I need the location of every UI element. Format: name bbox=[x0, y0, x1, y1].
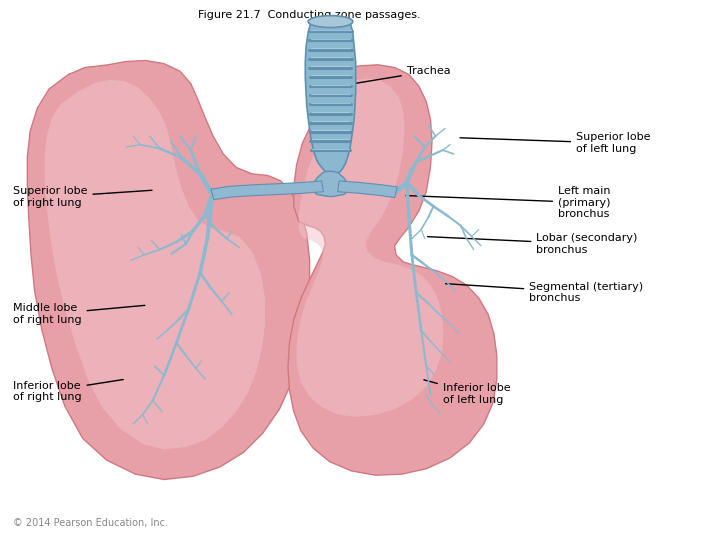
Text: Superior lobe
of right lung: Superior lobe of right lung bbox=[13, 186, 152, 208]
Polygon shape bbox=[312, 171, 348, 197]
Text: Trachea: Trachea bbox=[323, 66, 451, 89]
Polygon shape bbox=[297, 78, 444, 417]
Polygon shape bbox=[305, 22, 356, 175]
Text: Lobar (secondary)
bronchus: Lobar (secondary) bronchus bbox=[428, 233, 638, 255]
Polygon shape bbox=[45, 80, 265, 449]
Text: Figure 21.7  Conducting zone passages.: Figure 21.7 Conducting zone passages. bbox=[198, 10, 421, 20]
Text: Middle lobe
of right lung: Middle lobe of right lung bbox=[13, 303, 145, 325]
Ellipse shape bbox=[308, 16, 353, 28]
Text: © 2014 Pearson Education, Inc.: © 2014 Pearson Education, Inc. bbox=[13, 518, 168, 528]
Text: Inferior lobe
of right lung: Inferior lobe of right lung bbox=[13, 380, 123, 402]
Polygon shape bbox=[288, 65, 497, 475]
Text: Inferior lobe
of left lung: Inferior lobe of left lung bbox=[424, 380, 510, 405]
Text: Superior lobe
of left lung: Superior lobe of left lung bbox=[460, 132, 650, 154]
Polygon shape bbox=[211, 181, 323, 200]
Text: Segmental (tertiary)
bronchus: Segmental (tertiary) bronchus bbox=[446, 282, 644, 303]
Text: Left main
(primary)
bronchus: Left main (primary) bronchus bbox=[406, 186, 611, 219]
Polygon shape bbox=[27, 60, 310, 480]
Polygon shape bbox=[338, 181, 397, 198]
